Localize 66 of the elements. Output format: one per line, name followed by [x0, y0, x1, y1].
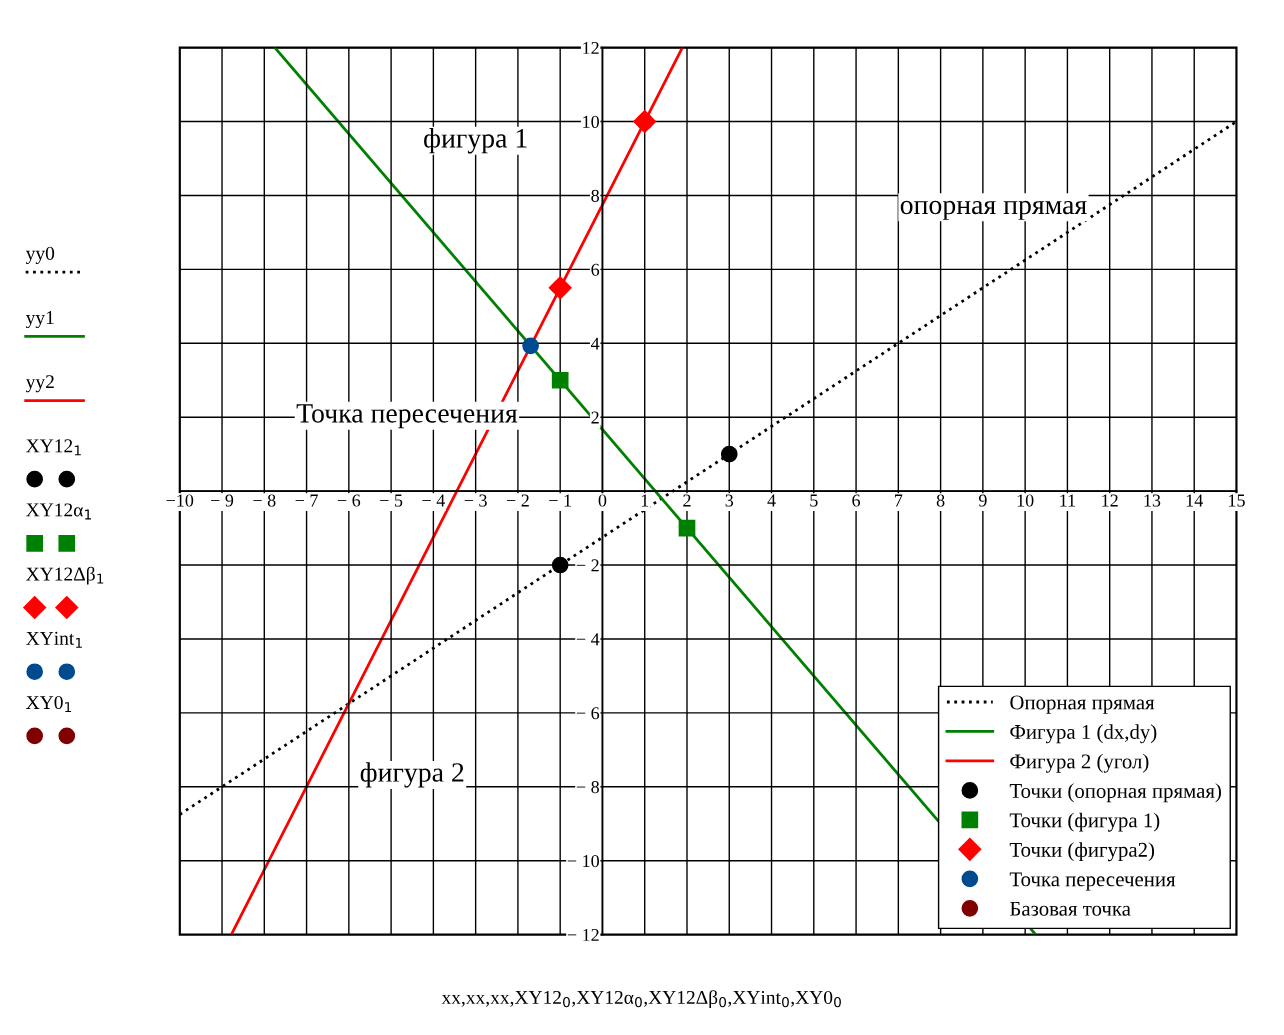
text: yy0 [25, 246, 55, 264]
x-tick-label: −10 [166, 494, 194, 507]
x-tick-label: − 5 [380, 494, 403, 507]
legend-label: Точки (опорная прямая) [1009, 783, 1221, 803]
y-tick-label: − 8 [576, 781, 599, 794]
x-tick-label: 7 [895, 494, 903, 507]
x-tick-label: − 1 [549, 494, 571, 507]
legend-label: Точка пересечения [1009, 872, 1176, 891]
legend-label: Фигура 1 (dx,dy) [1010, 724, 1157, 744]
point [720, 445, 738, 463]
text: yy1 [25, 311, 54, 329]
point [551, 371, 569, 389]
x-tick-label: − 9 [211, 494, 234, 507]
x-tick-label: − 7 [295, 494, 318, 507]
x-tick-label: − 4 [422, 494, 445, 507]
x-tick-label: 6 [852, 494, 861, 507]
x-tick-label: − 8 [253, 494, 276, 507]
x-tick-label: 1 [641, 494, 649, 507]
x-tick-label: 8 [936, 494, 945, 507]
x-tick-label: − 3 [464, 494, 487, 507]
text: XY0$_{1}$ [26, 695, 72, 713]
legend-label: Точки (фигура2) [1009, 842, 1155, 862]
y-tick-label: 10 [583, 115, 599, 128]
text: XY12$_{1}$ [26, 439, 81, 456]
annotation: Точка пересечения [296, 404, 518, 429]
point [678, 519, 696, 537]
y-tick-label: 2 [591, 411, 599, 424]
x-tick-label: 3 [725, 494, 734, 507]
x-tick-label: 14 [1186, 494, 1203, 507]
y-tick-label: 8 [591, 189, 599, 202]
point [633, 110, 657, 134]
y-tick-label: − 6 [576, 707, 600, 720]
x-tick-label: 11 [1060, 494, 1076, 507]
x-tick-label: − 6 [337, 494, 361, 507]
text: XYint$_{1}$ [26, 631, 82, 648]
y-tick-label: − 2 [576, 559, 599, 572]
x-tick-label: 10 [1017, 494, 1034, 507]
annotation: фигура 2 [360, 762, 464, 788]
point [522, 337, 539, 355]
y-tick-label: − 4 [576, 633, 600, 646]
annotation: опорная прямая [900, 200, 1087, 220]
y-tick-label: 12 [583, 41, 599, 54]
legend-label: Опорная прямая [1010, 695, 1155, 714]
text: yy2 [25, 375, 54, 393]
x-tick-label: 13 [1144, 494, 1161, 507]
x-tick-label: − 2 [506, 494, 529, 507]
y-tick-label: 6 [591, 263, 600, 276]
point [551, 556, 569, 574]
x-tick-label: 2 [683, 494, 691, 507]
legend-label: Точки (фигура 1) [1009, 812, 1160, 832]
x-tick-label: 5 [810, 494, 818, 507]
y-tick-label: − 12 [567, 928, 599, 941]
legend-label: Фигура 2 (угол) [1010, 753, 1149, 773]
text: XY12Δβ$_{1}$ [26, 566, 104, 585]
y-tick-label: − 10 [567, 854, 599, 868]
text: XY12α$_{1}$ [26, 503, 91, 520]
legend-label: Базовая точка [1010, 901, 1131, 916]
point [548, 276, 572, 300]
y-tick-label: 4 [591, 337, 600, 350]
x-tick-label: 15 [1229, 494, 1245, 507]
annotation: фигура 1 [424, 128, 527, 154]
x-tick-label: 0 [598, 494, 607, 507]
x-tick-label: 12 [1102, 494, 1118, 507]
x-tick-label: 9 [978, 494, 987, 507]
x-tick-label: 4 [767, 494, 776, 507]
text: xx,xx,xx,XY12$_{0}$,XY12α$_{0}$,XY12Δβ$_{0}$,XYint$_{0}$,XY0$_{0}$ [441, 990, 841, 1008]
